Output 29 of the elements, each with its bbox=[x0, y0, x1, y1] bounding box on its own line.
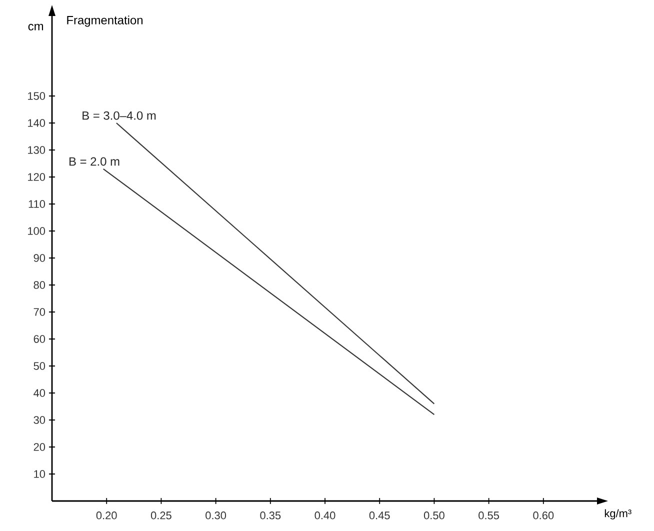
series-label: B = 3.0–4.0 m bbox=[82, 111, 156, 120]
y-axis-title: cm bbox=[28, 24, 44, 30]
x-tick-label: 0.45 bbox=[369, 512, 390, 520]
y-tick-label: 30 bbox=[34, 416, 46, 424]
x-tick-label: 0.55 bbox=[478, 512, 499, 520]
y-tick-label: 10 bbox=[34, 470, 46, 478]
y-tick-label: 100 bbox=[28, 227, 46, 235]
y-tick-label: 150 bbox=[28, 92, 46, 100]
x-tick-label: 0.30 bbox=[206, 512, 226, 520]
x-axis-title: kg/m³ bbox=[604, 509, 632, 520]
x-tick-label: 0.40 bbox=[314, 512, 336, 520]
x-tick-label: 0.20 bbox=[96, 512, 117, 520]
y-tick-label: 60 bbox=[34, 335, 46, 343]
y-tick-label: 20 bbox=[34, 443, 46, 451]
y-tick-label: 140 bbox=[28, 119, 46, 127]
x-tick-label: 0.60 bbox=[533, 512, 554, 520]
x-tick-label: 0.35 bbox=[260, 512, 281, 520]
y-tick-label: 90 bbox=[34, 254, 46, 262]
y-tick-label: 70 bbox=[34, 308, 46, 316]
series-label: B = 2.0 m bbox=[70, 157, 120, 166]
y-tick-label: 40 bbox=[34, 389, 46, 397]
y-tick-label: 130 bbox=[28, 146, 46, 154]
x-tick-label: 0.50 bbox=[424, 512, 444, 520]
chart-title: Fragmentation bbox=[67, 16, 142, 27]
x-tick-label: 0.25 bbox=[150, 512, 172, 520]
y-tick-label: 110 bbox=[28, 200, 46, 208]
y-tick-label: 120 bbox=[28, 173, 46, 181]
y-tick-label: 80 bbox=[34, 281, 46, 289]
y-tick-label: 50 bbox=[34, 362, 46, 370]
